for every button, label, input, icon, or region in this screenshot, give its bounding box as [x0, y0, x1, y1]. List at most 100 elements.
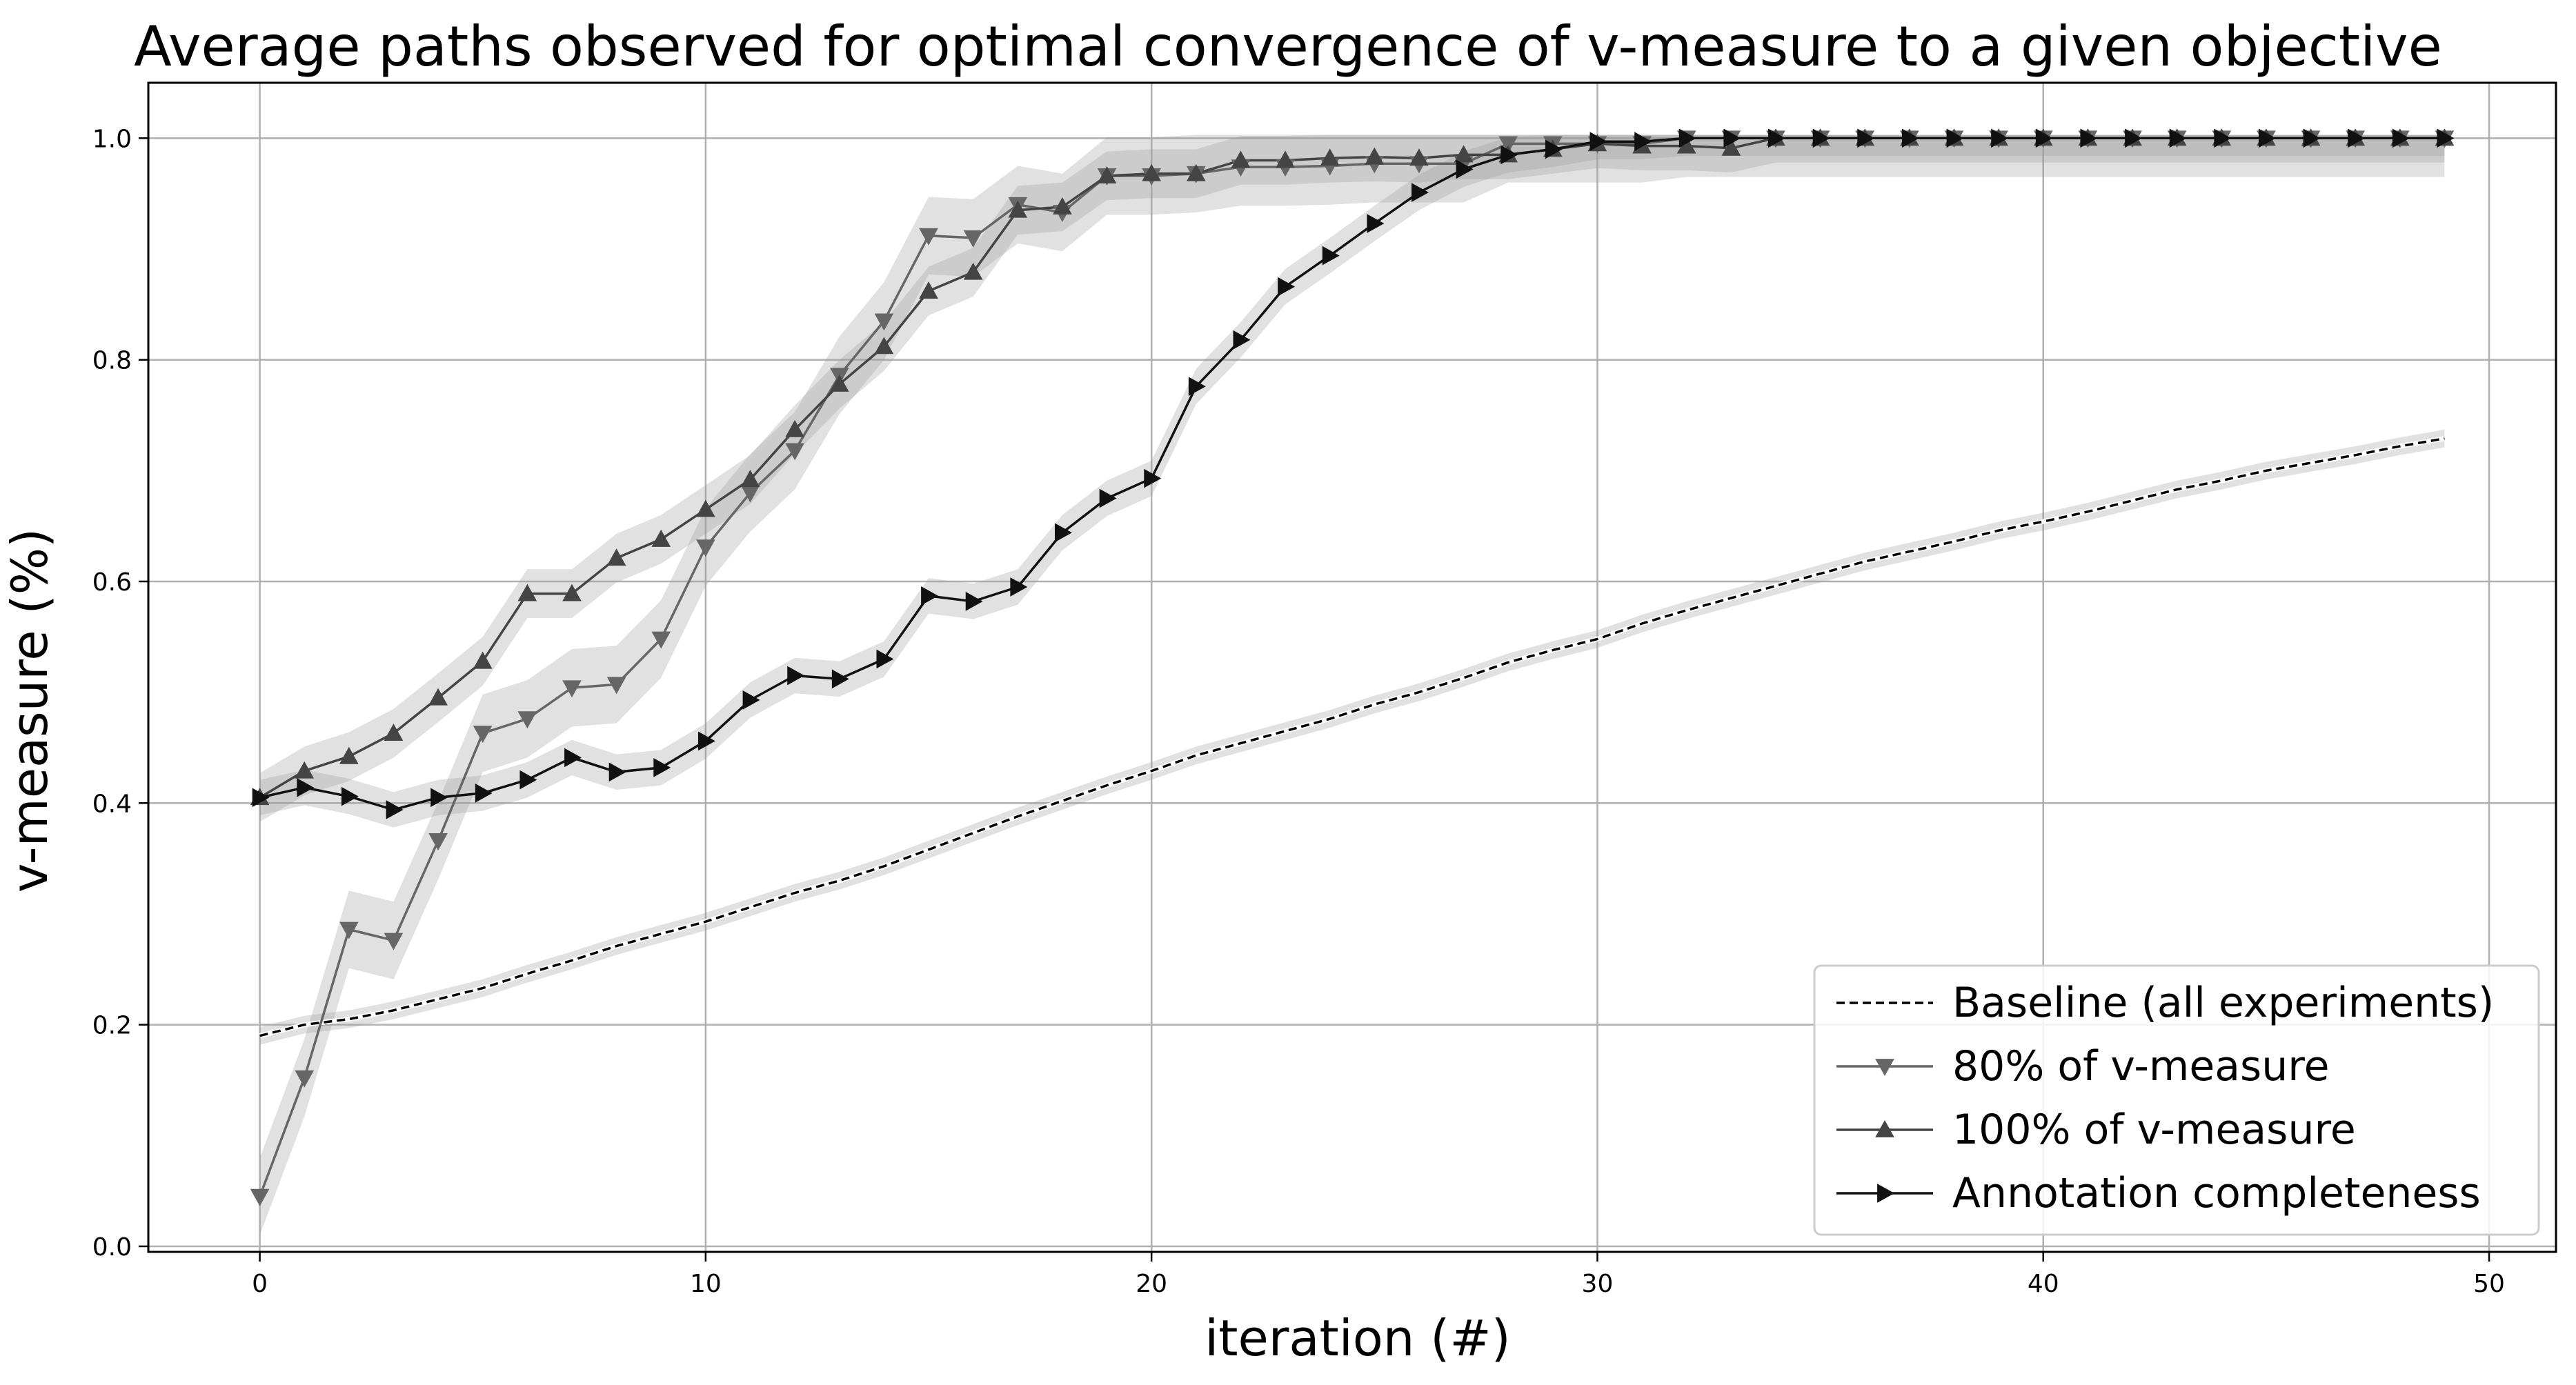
marker-annotation-completeness [2437, 128, 2455, 148]
marker-80-of-v-measure [696, 539, 715, 557]
marker-annotation-completeness [1857, 128, 1875, 148]
marker-annotation-completeness [1545, 139, 1563, 159]
marker-annotation-completeness [1456, 159, 1474, 179]
marker-100-of-v-measure [1053, 197, 1072, 215]
y-axis-label: v-measure (%) [1, 528, 59, 893]
marker-annotation-completeness [1233, 330, 1251, 350]
marker-annotation-completeness [965, 592, 983, 611]
marker-80-of-v-measure [606, 677, 626, 695]
y-tick-label: 0.2 [92, 1012, 132, 1040]
marker-annotation-completeness [1010, 577, 1028, 597]
marker-annotation-completeness [1322, 246, 1340, 266]
marker-annotation-completeness [2214, 128, 2232, 148]
band-80-of-v-measure [259, 134, 2445, 1235]
marker-annotation-completeness [1055, 523, 1072, 543]
marker-80-of-v-measure [250, 1188, 270, 1206]
marker-80-of-v-measure [428, 833, 448, 850]
marker-100-of-v-measure [339, 746, 359, 764]
legend-label-80-of-v-measure: 80% of v-measure [1952, 1042, 2330, 1090]
marker-annotation-completeness [1500, 145, 1518, 165]
marker-100-of-v-measure [1409, 148, 1429, 166]
y-tick-label: 1.0 [92, 125, 132, 153]
marker-annotation-completeness [386, 800, 404, 819]
marker-100-of-v-measure [1721, 138, 1741, 156]
marker-annotation-completeness [1768, 128, 1786, 148]
marker-100-of-v-measure [606, 548, 626, 566]
marker-annotation-completeness [2125, 128, 2143, 148]
marker-annotation-completeness [1901, 128, 1919, 148]
marker-annotation-completeness [564, 748, 582, 768]
marker-80-of-v-measure [473, 726, 493, 744]
marker-annotation-completeness [2392, 128, 2410, 148]
marker-annotation-completeness [1144, 468, 1162, 488]
marker-100-of-v-measure [295, 761, 315, 779]
legend-label-annotation-completeness: Annotation completeness [1952, 1169, 2481, 1217]
marker-annotation-completeness [341, 786, 359, 806]
marker-annotation-completeness [1991, 128, 2009, 148]
y-tick-label: 0.0 [92, 1233, 132, 1262]
marker-100-of-v-measure [473, 651, 493, 669]
marker-100-of-v-measure [384, 724, 404, 741]
marker-annotation-completeness [921, 586, 939, 606]
line-baseline-all-experiments [259, 437, 2445, 1037]
chart-title: Average paths observed for optimal conve… [134, 14, 2442, 79]
x-tick-label: 10 [690, 1270, 722, 1298]
marker-annotation-completeness [1411, 183, 1429, 202]
marker-annotation-completeness [876, 649, 894, 669]
x-tick-label: 30 [1582, 1270, 1614, 1298]
marker-annotation-completeness [742, 690, 760, 710]
marker-80-of-v-measure [651, 631, 671, 649]
marker-annotation-completeness [2303, 128, 2321, 148]
marker-100-of-v-measure [1276, 150, 1295, 168]
marker-annotation-completeness [2169, 128, 2187, 148]
marker-annotation-completeness [252, 788, 270, 808]
x-tick-label: 20 [1136, 1270, 1167, 1298]
y-tick-label: 0.4 [92, 790, 132, 818]
marker-annotation-completeness [297, 777, 315, 797]
legend-marker-80-of-v-measure [1875, 1059, 1894, 1077]
marker-annotation-completeness [475, 784, 493, 803]
plot-frame [147, 81, 2557, 1253]
marker-annotation-completeness [1723, 128, 1741, 148]
marker-annotation-completeness [697, 731, 715, 751]
legend: Baseline (all experiments) 80% of v-measu… [1813, 964, 2540, 1236]
marker-annotation-completeness [608, 762, 626, 782]
marker-80-of-v-measure [562, 680, 582, 698]
marker-annotation-completeness [1188, 377, 1206, 397]
x-tick-label: 50 [2473, 1270, 2505, 1298]
marker-100-of-v-measure [651, 529, 671, 547]
marker-annotation-completeness [1946, 128, 1964, 148]
marker-100-of-v-measure [785, 419, 804, 437]
marker-80-of-v-measure [339, 921, 359, 939]
x-tick-label: 40 [2028, 1270, 2059, 1298]
marker-100-of-v-measure [1365, 147, 1385, 165]
legend-box [1813, 964, 2540, 1236]
marker-100-of-v-measure [1186, 163, 1206, 181]
marker-100-of-v-measure [829, 374, 849, 392]
marker-annotation-completeness [1812, 128, 1830, 148]
marker-80-of-v-measure [785, 443, 804, 461]
marker-100-of-v-measure [1008, 200, 1028, 218]
marker-100-of-v-measure [517, 584, 537, 601]
marker-100-of-v-measure [919, 281, 938, 299]
marker-80-of-v-measure [1498, 136, 1518, 154]
legend-marker-100-of-v-measure [1875, 1119, 1894, 1137]
marker-100-of-v-measure [1320, 148, 1340, 166]
axis-ticks: 0 10 20 30 40 50 0.0 0.2 0.4 0.6 0.8 1.0 [92, 125, 2505, 1298]
marker-annotation-completeness [430, 788, 448, 808]
marker-annotation-completeness [1278, 277, 1296, 297]
x-tick-label: 0 [252, 1270, 268, 1298]
marker-100-of-v-measure [874, 337, 894, 355]
marker-80-of-v-measure [919, 228, 938, 246]
marker-annotation-completeness [2259, 128, 2276, 148]
marker-80-of-v-measure [963, 230, 983, 248]
marker-annotation-completeness [2348, 128, 2366, 148]
legend-marker-annotation-completeness [1877, 1184, 1895, 1203]
marker-annotation-completeness [1634, 132, 1652, 152]
marker-100-of-v-measure [740, 470, 760, 488]
y-tick-label: 0.8 [92, 347, 132, 375]
marker-100-of-v-measure [963, 262, 983, 280]
marker-annotation-completeness [1678, 128, 1696, 148]
marker-100-of-v-measure [1097, 166, 1117, 183]
